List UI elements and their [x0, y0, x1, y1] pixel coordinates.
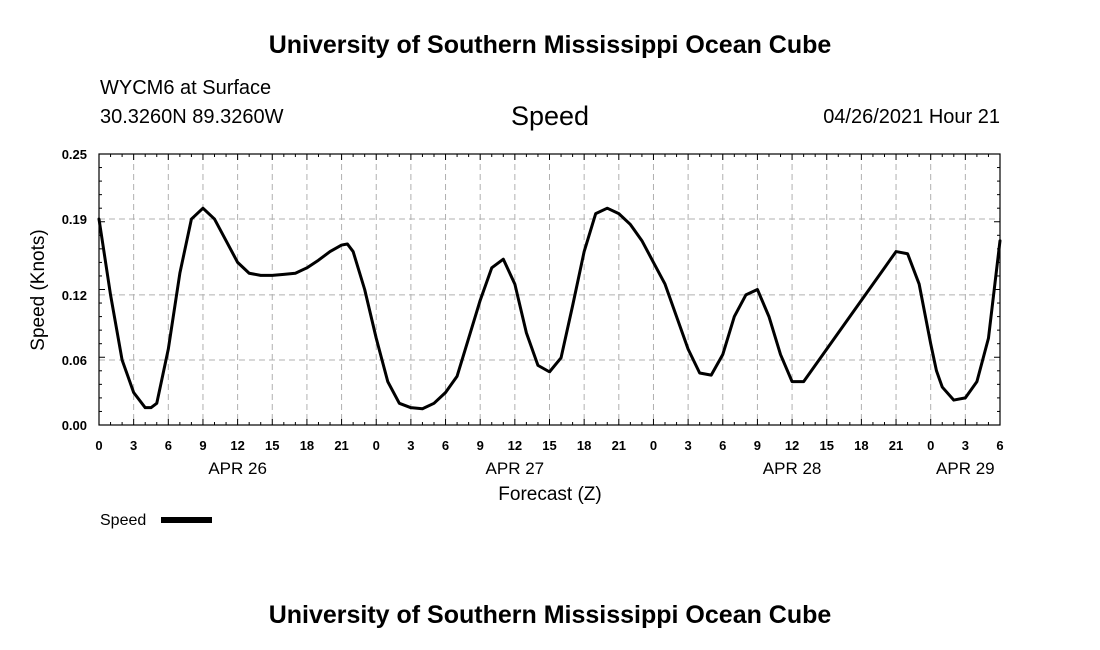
x-tick-label: 12 — [230, 438, 244, 453]
x-tick-label: 0 — [650, 438, 657, 453]
x-tick-label: 18 — [854, 438, 868, 453]
legend-swatch-speed — [161, 517, 212, 523]
day-label: APR 27 — [486, 459, 545, 478]
x-tick-label: 6 — [719, 438, 726, 453]
x-tick-label: 0 — [95, 438, 102, 453]
x-tick-label: 9 — [199, 438, 206, 453]
x-tick-label: 6 — [996, 438, 1003, 453]
plot-frame — [98, 153, 1001, 426]
grid-lines — [99, 154, 1000, 425]
x-tick-label: 18 — [300, 438, 314, 453]
x-tick-label: 21 — [889, 438, 903, 453]
x-tick-label: 15 — [819, 438, 833, 453]
y-axis-title: Speed (Knots) — [28, 229, 49, 350]
x-tick-label: 15 — [265, 438, 279, 453]
y-tick-label: 0.00 — [62, 418, 87, 433]
y-tick-label: 0.25 — [62, 147, 87, 162]
x-tick-label: 18 — [577, 438, 591, 453]
x-tick-label: 15 — [542, 438, 556, 453]
date-hour-label: 04/26/2021 Hour 21 — [823, 106, 1000, 128]
legend: Speed — [100, 512, 212, 529]
day-label: APR 28 — [763, 459, 822, 478]
plot-title: Speed — [510, 101, 590, 131]
x-tick-label: 9 — [477, 438, 484, 453]
page-title: University of Southern Mississippi Ocean… — [268, 31, 832, 59]
station-label: WYCM6 at Surface — [100, 77, 272, 99]
y-axis-ticks: 0.00 0.06 0.12 0.19 0.25 — [62, 147, 87, 433]
y-tick-label: 0.06 — [62, 353, 87, 368]
legend-label-speed: Speed — [100, 512, 146, 529]
x-axis-ticks: 0 3 6 9 12 15 18 21 0 3 6 9 12 15 18 21 0 3 6 9 12 15 18 21 0 3 6 — [95, 438, 1003, 453]
footer-title: University of Southern Mississippi Ocean… — [268, 601, 832, 629]
x-tick-label: 0 — [373, 438, 380, 453]
coordinates-label: 30.3260N 89.3260W — [100, 106, 284, 128]
x-tick-label: 3 — [684, 438, 691, 453]
x-tick-label: 12 — [785, 438, 799, 453]
x-axis-title: Forecast (Z) — [498, 484, 601, 505]
x-tick-label: 6 — [442, 438, 449, 453]
day-labels: APR 26 APR 27 APR 28 APR 29 — [208, 459, 994, 478]
x-tick-label: 21 — [612, 438, 626, 453]
x-tick-label: 12 — [508, 438, 522, 453]
series-line-speed — [97, 206, 1002, 411]
y-tick-label: 0.19 — [62, 212, 87, 227]
day-label: APR 26 — [208, 459, 267, 478]
x-tick-label: 0 — [927, 438, 934, 453]
day-label: APR 29 — [936, 459, 995, 478]
x-tick-label: 21 — [334, 438, 348, 453]
x-tick-label: 3 — [962, 438, 969, 453]
x-tick-label: 9 — [754, 438, 761, 453]
x-tick-label: 3 — [130, 438, 137, 453]
y-tick-label: 0.12 — [62, 288, 87, 303]
x-tick-label: 3 — [407, 438, 414, 453]
x-tick-label: 6 — [165, 438, 172, 453]
